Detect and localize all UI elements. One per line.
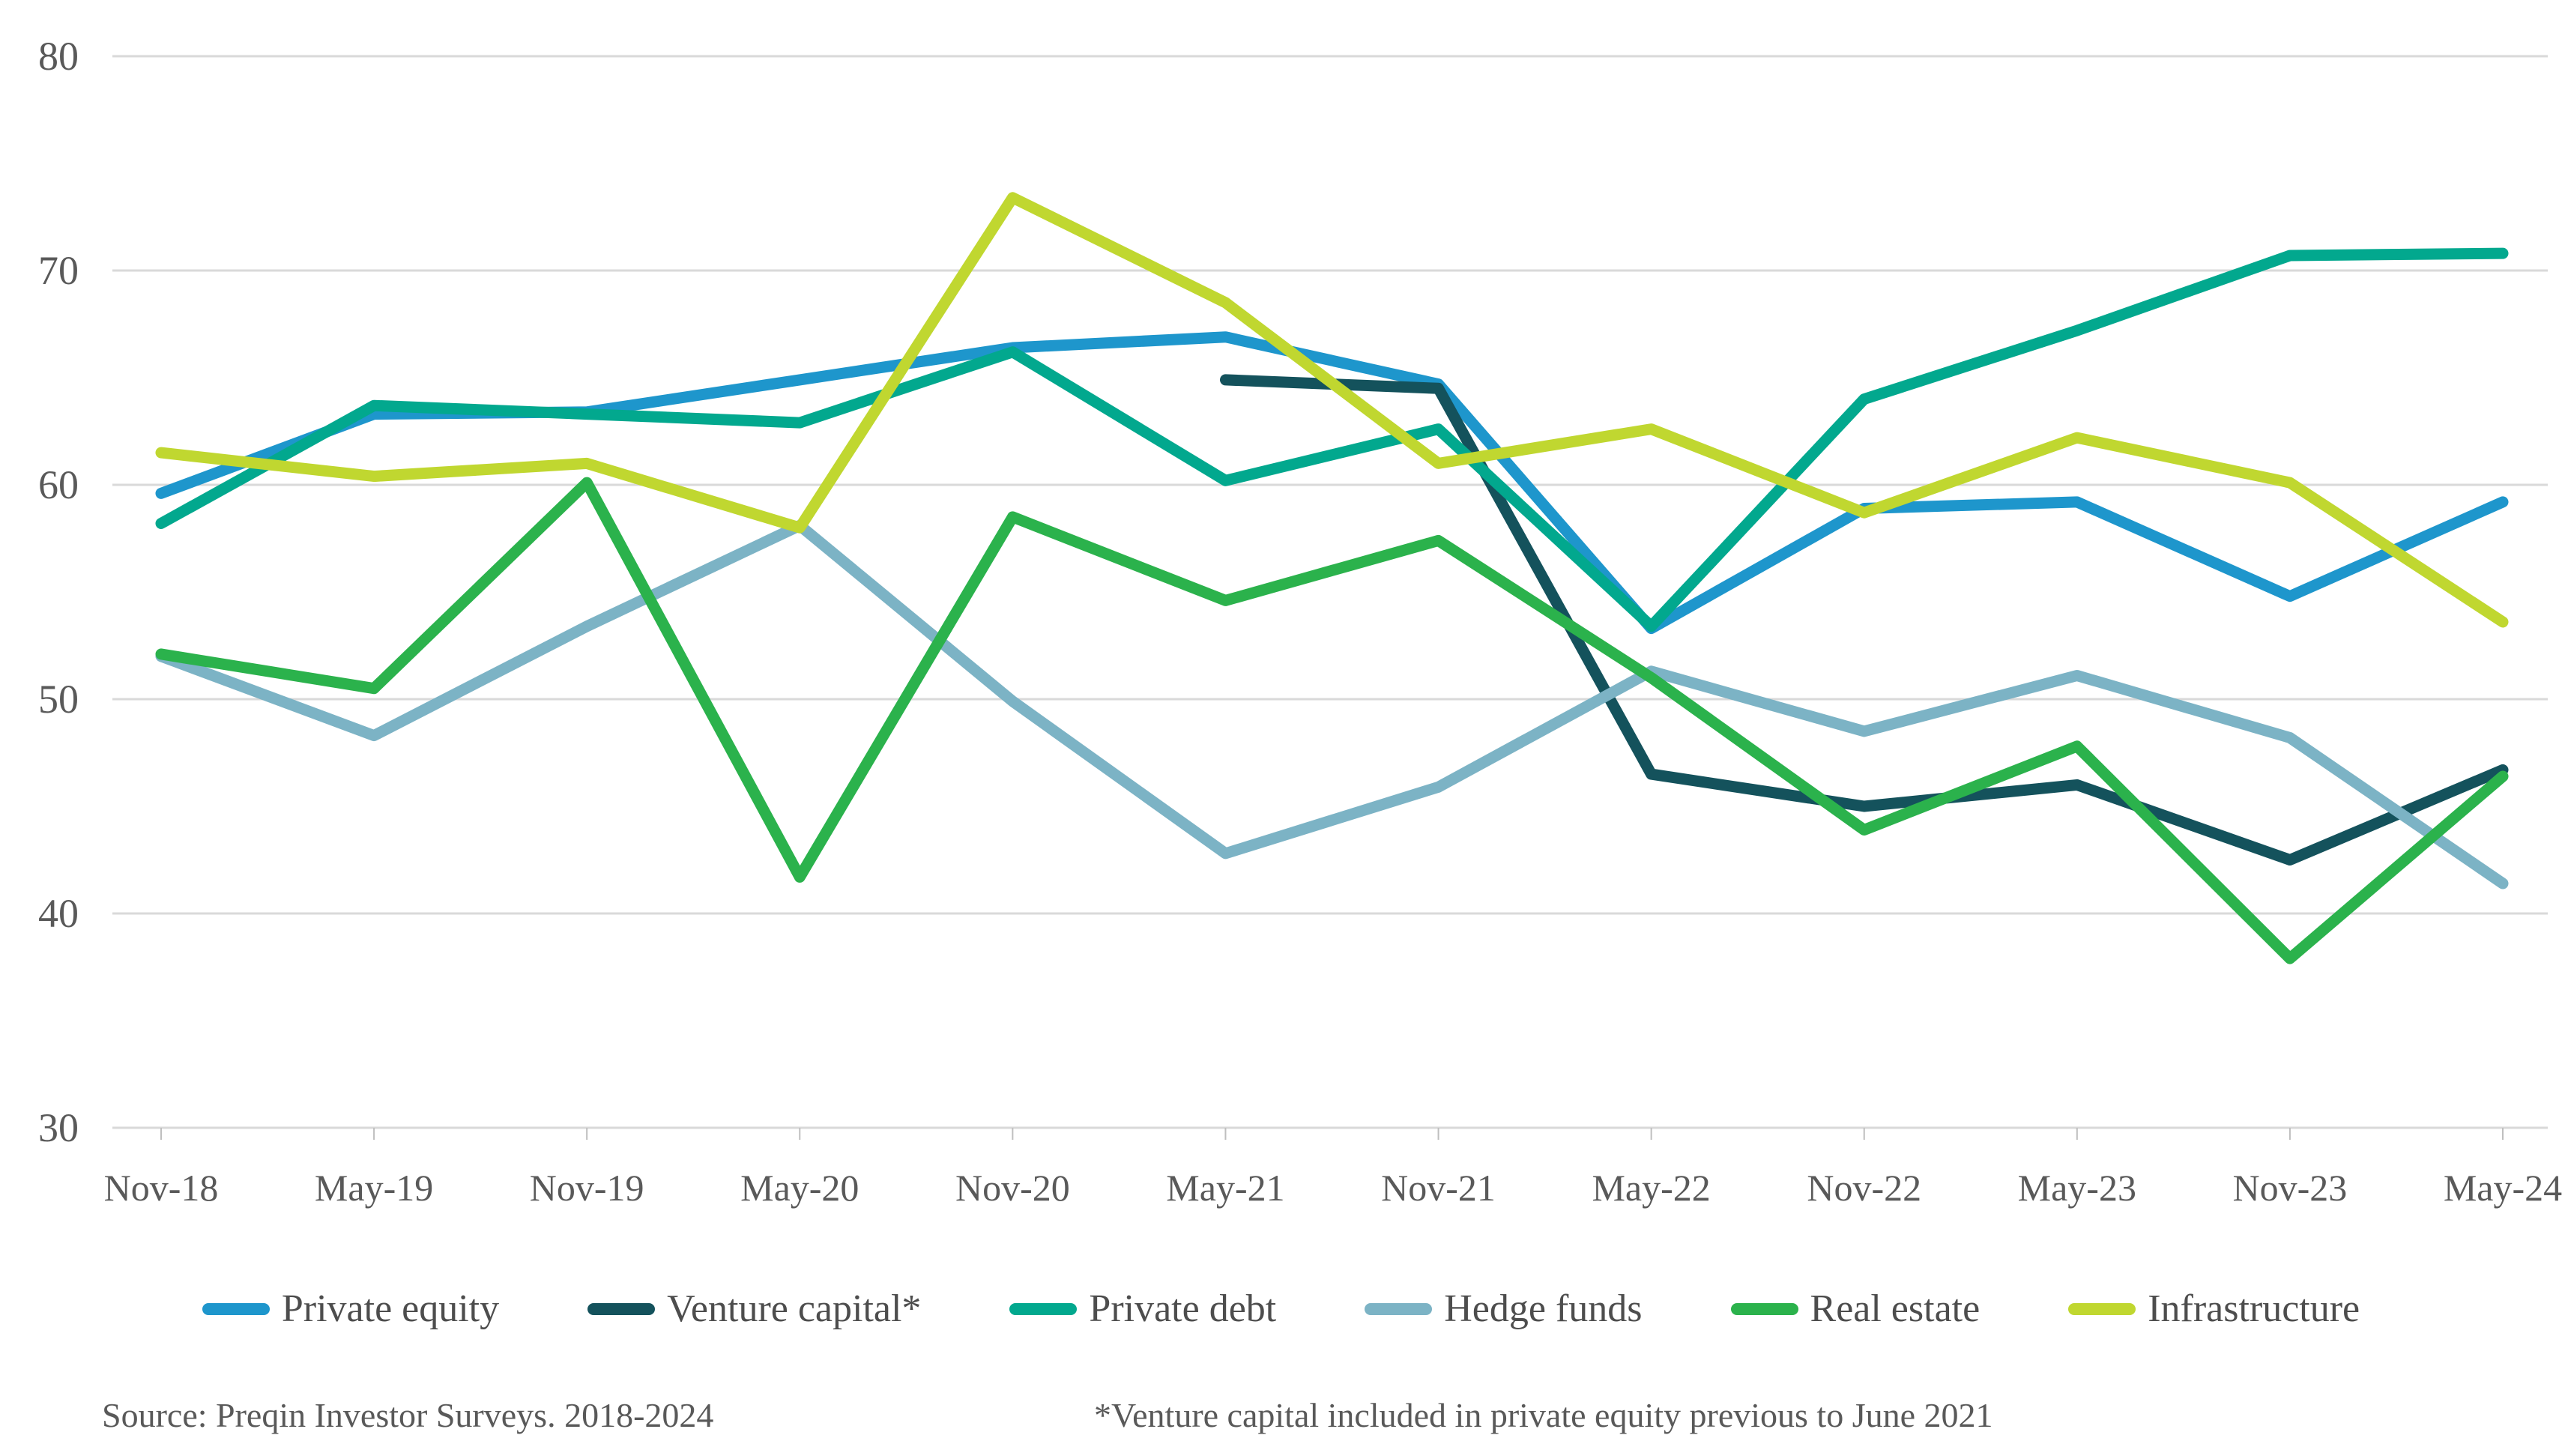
- legend-item-private-equity: Private equity: [202, 1290, 499, 1329]
- series-line-infrastructure: [155, 192, 2509, 628]
- x-axis-label: Nov-22: [1807, 1167, 1921, 1209]
- legend: Private equity Venture capital* Private …: [0, 1268, 2562, 1350]
- chart-area: 80 70 60 50 40 30 Nov-18 May-19 Nov-19 May-20 Nov-…: [38, 34, 2562, 1209]
- x-axis-label: Nov-23: [2233, 1167, 2348, 1209]
- legend-label: Private debt: [1089, 1287, 1277, 1330]
- x-axis-label: May-24: [2444, 1167, 2562, 1209]
- series-line-private-debt: [155, 247, 2509, 632]
- x-axis-label: May-19: [315, 1167, 433, 1209]
- x-axis-label: May-22: [1592, 1167, 1710, 1209]
- x-axis-label: Nov-21: [1381, 1167, 1496, 1209]
- legend-item-hedge-funds: Hedge funds: [1365, 1287, 1643, 1330]
- x-axis-label: May-20: [740, 1167, 859, 1209]
- x-axis-label: Nov-20: [955, 1167, 1070, 1209]
- legend-swatch-hedge-funds: [1365, 1303, 1433, 1315]
- x-axis-label: May-21: [1166, 1167, 1284, 1209]
- series-line-real-estate: [155, 477, 2509, 964]
- x-axis-label: Nov-18: [104, 1167, 219, 1209]
- y-axis-label: 30: [38, 1105, 79, 1150]
- legend-label: Private equity: [281, 1287, 500, 1330]
- legend-label: Infrastructure: [2148, 1287, 2360, 1330]
- legend-item-real-estate: Real estate: [1730, 1287, 1981, 1330]
- y-axis-label: 50: [38, 677, 79, 722]
- legend-swatch-real-estate: [1730, 1303, 1798, 1315]
- legend-item-infrastructure: Infrastructure: [2068, 1290, 2360, 1329]
- legend-swatch-venture-capital: [587, 1303, 656, 1315]
- y-axis-label: 60: [38, 462, 79, 507]
- line-chart: 80 70 60 50 40 30 Nov-18 May-19 Nov-19 May-20 Nov-…: [38, 34, 2562, 1209]
- legend-swatch-private-equity: [202, 1303, 270, 1315]
- legend-item-private-debt: Private debt: [1009, 1290, 1276, 1329]
- legend-swatch-private-debt: [1009, 1303, 1078, 1315]
- legend-item-venture-capital: Venture capital*: [587, 1290, 921, 1329]
- series-line-hedge-funds: [155, 519, 2509, 889]
- y-axis-label: 70: [38, 248, 79, 293]
- legend-label: Real estate: [1810, 1287, 1981, 1330]
- footnote-text: *Venture capital included in private equ…: [1094, 1396, 1993, 1434]
- legend-swatch-infrastructure: [2068, 1303, 2136, 1315]
- series-line-venture-capital: [1220, 374, 2509, 866]
- x-axis-label: Nov-19: [530, 1167, 644, 1209]
- y-axis-label: 40: [38, 891, 79, 936]
- x-axis-label: May-23: [2018, 1167, 2136, 1209]
- y-axis-label: 80: [38, 34, 79, 79]
- source-text: Source: Preqin Investor Surveys. 2018-20…: [102, 1396, 714, 1434]
- legend-label: Hedge funds: [1444, 1287, 1643, 1330]
- legend-label: Venture capital*: [667, 1287, 922, 1330]
